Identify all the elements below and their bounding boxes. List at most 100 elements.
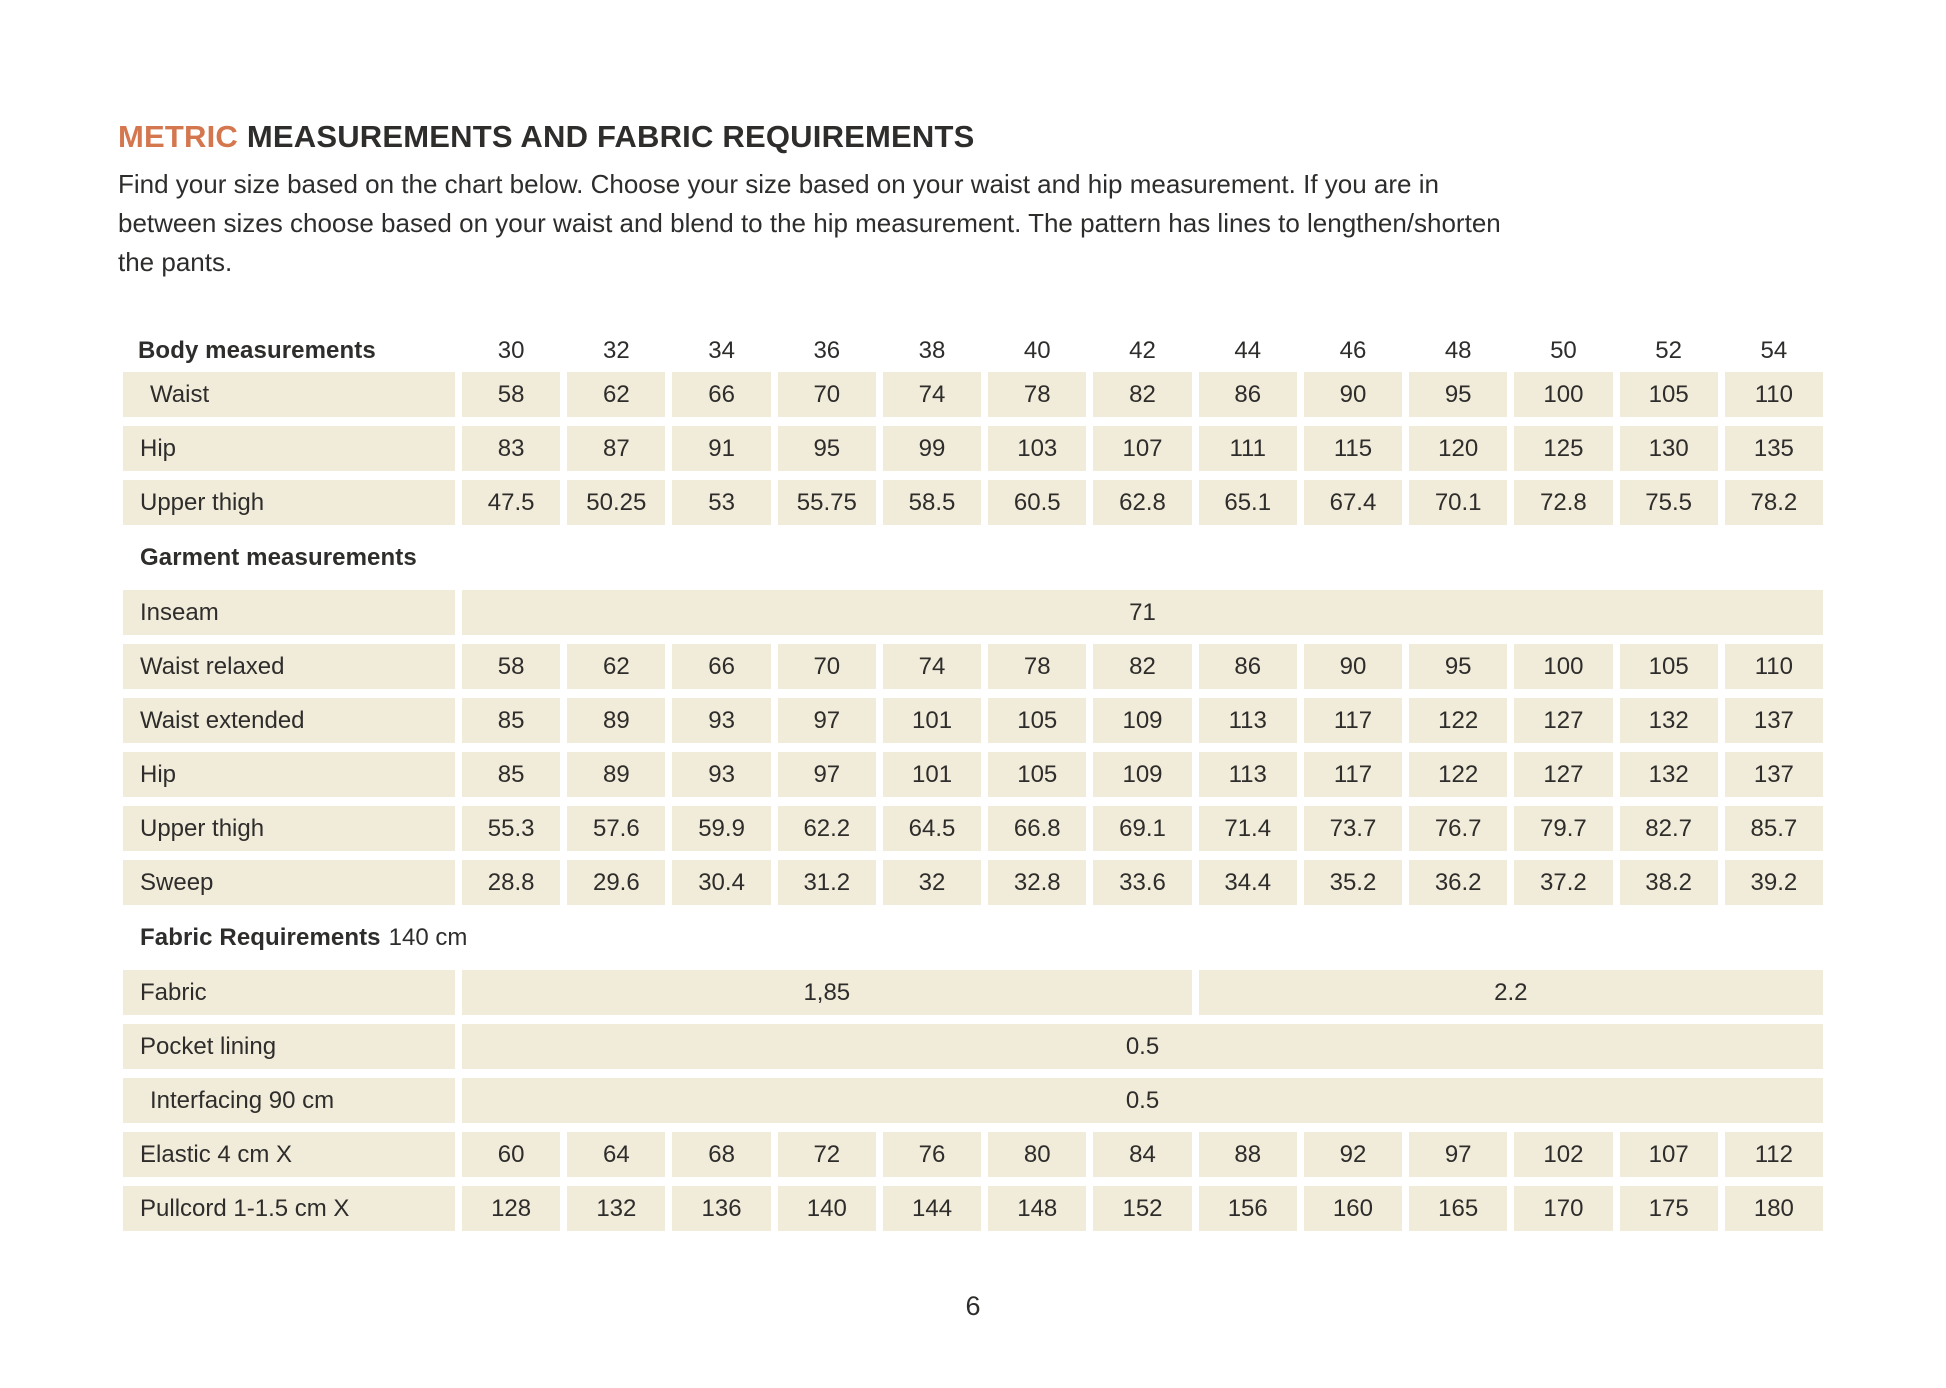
value-cell: 47.5 bbox=[462, 480, 561, 525]
value-cell: 84 bbox=[1093, 1132, 1192, 1177]
value-cell: 64.5 bbox=[882, 806, 982, 851]
value-cell: 132 bbox=[567, 1186, 666, 1231]
column-header-label: Body measurements bbox=[138, 337, 376, 364]
value-cell: 136 bbox=[672, 1186, 771, 1231]
value-cell: 85 bbox=[462, 698, 561, 743]
value-cell: 105 bbox=[988, 698, 1087, 743]
value-cell: 32.8 bbox=[988, 860, 1087, 905]
value-cell: 66.8 bbox=[988, 806, 1087, 851]
value-cell: 135 bbox=[1724, 426, 1823, 471]
table-row: Interfacing 90 cm 0.5 bbox=[123, 1078, 1823, 1123]
value-cell: 70 bbox=[777, 372, 876, 417]
value-cell: 100 bbox=[1514, 372, 1613, 417]
value-cell: 115 bbox=[1303, 426, 1403, 471]
value-cell: 82 bbox=[1093, 644, 1192, 689]
value-cell: 148 bbox=[988, 1186, 1087, 1231]
value-cell: 70 bbox=[777, 644, 876, 689]
value-cell: 62 bbox=[567, 372, 666, 417]
value-cell: 50.25 bbox=[567, 480, 666, 525]
value-cell: 127 bbox=[1514, 752, 1613, 797]
size-column-header: 44 bbox=[1234, 337, 1262, 364]
size-column-header: 30 bbox=[497, 337, 525, 364]
table-row: Fabric 1,85 2.2 bbox=[123, 970, 1823, 1015]
row-label: Hip bbox=[123, 752, 455, 797]
value-cell: 30.4 bbox=[672, 860, 771, 905]
value-cell: 75.5 bbox=[1619, 480, 1718, 525]
merged-value-cell: 2.2 bbox=[1198, 970, 1823, 1015]
value-cell: 170 bbox=[1514, 1186, 1613, 1231]
value-cell: 60.5 bbox=[988, 480, 1087, 525]
merged-value-cell: 71 bbox=[462, 590, 1823, 635]
value-cell: 29.6 bbox=[567, 860, 666, 905]
row-label: Interfacing 90 cm bbox=[123, 1078, 455, 1123]
value-cell: 97 bbox=[777, 752, 876, 797]
value-cell: 95 bbox=[1409, 644, 1508, 689]
value-cell: 67.4 bbox=[1303, 480, 1403, 525]
size-column-header: 42 bbox=[1129, 337, 1156, 364]
value-cell: 76.7 bbox=[1409, 806, 1508, 851]
value-cell: 97 bbox=[1409, 1132, 1508, 1177]
intro-line: between sizes choose based on your waist… bbox=[118, 208, 1501, 238]
value-cell: 89 bbox=[567, 752, 666, 797]
value-cell: 83 bbox=[462, 426, 561, 471]
value-cell: 92 bbox=[1303, 1132, 1403, 1177]
value-cell: 72 bbox=[777, 1132, 876, 1177]
value-cell: 137 bbox=[1724, 752, 1823, 797]
value-cell: 122 bbox=[1409, 752, 1508, 797]
value-cell: 95 bbox=[777, 426, 876, 471]
value-cell: 110 bbox=[1724, 372, 1823, 417]
value-cell: 101 bbox=[882, 698, 982, 743]
value-cell: 152 bbox=[1093, 1186, 1192, 1231]
value-cell: 101 bbox=[882, 752, 982, 797]
size-column-header: 48 bbox=[1444, 337, 1472, 364]
value-cell: 82.7 bbox=[1619, 806, 1718, 851]
value-cell: 111 bbox=[1198, 426, 1297, 471]
section-header-label: Garment measurements bbox=[140, 543, 417, 571]
value-cell: 99 bbox=[882, 426, 982, 471]
value-cell: 55.3 bbox=[462, 806, 561, 851]
value-cell: 105 bbox=[1619, 644, 1718, 689]
value-cell: 93 bbox=[672, 752, 771, 797]
size-column-header: 46 bbox=[1339, 337, 1367, 364]
value-cell: 78 bbox=[988, 372, 1087, 417]
table-row: Waist extended 85 89 93 97 101 105 109 113 117 122… bbox=[123, 698, 1823, 743]
row-label: Hip bbox=[123, 426, 455, 471]
row-label: Sweep bbox=[123, 860, 455, 905]
row-label: Upper thigh bbox=[123, 480, 455, 525]
value-cell: 132 bbox=[1619, 698, 1718, 743]
value-cell: 31.2 bbox=[777, 860, 876, 905]
value-cell: 34.4 bbox=[1198, 860, 1297, 905]
value-cell: 86 bbox=[1198, 372, 1297, 417]
value-cell: 103 bbox=[988, 426, 1087, 471]
value-cell: 78.2 bbox=[1724, 480, 1823, 525]
value-cell: 57.6 bbox=[567, 806, 666, 851]
value-cell: 100 bbox=[1514, 644, 1613, 689]
value-cell: 64 bbox=[567, 1132, 666, 1177]
value-cell: 107 bbox=[1619, 1132, 1718, 1177]
intro-paragraph: Find your size based on the chart below.… bbox=[118, 165, 1858, 282]
value-cell: 37.2 bbox=[1514, 860, 1613, 905]
value-cell: 117 bbox=[1303, 752, 1403, 797]
value-cell: 127 bbox=[1514, 698, 1613, 743]
value-cell: 109 bbox=[1093, 752, 1192, 797]
row-label: Pocket lining bbox=[123, 1024, 455, 1069]
intro-line: the pants. bbox=[118, 247, 233, 277]
size-column-header: 40 bbox=[1023, 337, 1051, 364]
value-cell: 110 bbox=[1724, 644, 1823, 689]
table-row: Pullcord 1-1.5 cm X 128 132 136 140 144 148 152… bbox=[123, 1186, 1823, 1231]
size-column-header: 32 bbox=[602, 337, 630, 364]
section-header: Garment measurements bbox=[123, 535, 1823, 580]
value-cell: 128 bbox=[462, 1186, 561, 1231]
table-row: Hip 83 87 91 95 99 103 107 111 115 120 125 130 135 bbox=[123, 426, 1823, 471]
value-cell: 117 bbox=[1303, 698, 1403, 743]
value-cell: 65.1 bbox=[1198, 480, 1297, 525]
value-cell: 39.2 bbox=[1724, 860, 1823, 905]
table-header-row: Body measurements 30 32 34 36 38 40 42 44 46 48 50 5… bbox=[123, 330, 1823, 372]
value-cell: 76 bbox=[882, 1132, 982, 1177]
section-header: Fabric Requirements 140 cm bbox=[123, 915, 1823, 960]
value-cell: 35.2 bbox=[1303, 860, 1403, 905]
value-cell: 55.75 bbox=[777, 480, 876, 525]
size-column-header: 34 bbox=[708, 337, 735, 364]
value-cell: 113 bbox=[1198, 698, 1297, 743]
